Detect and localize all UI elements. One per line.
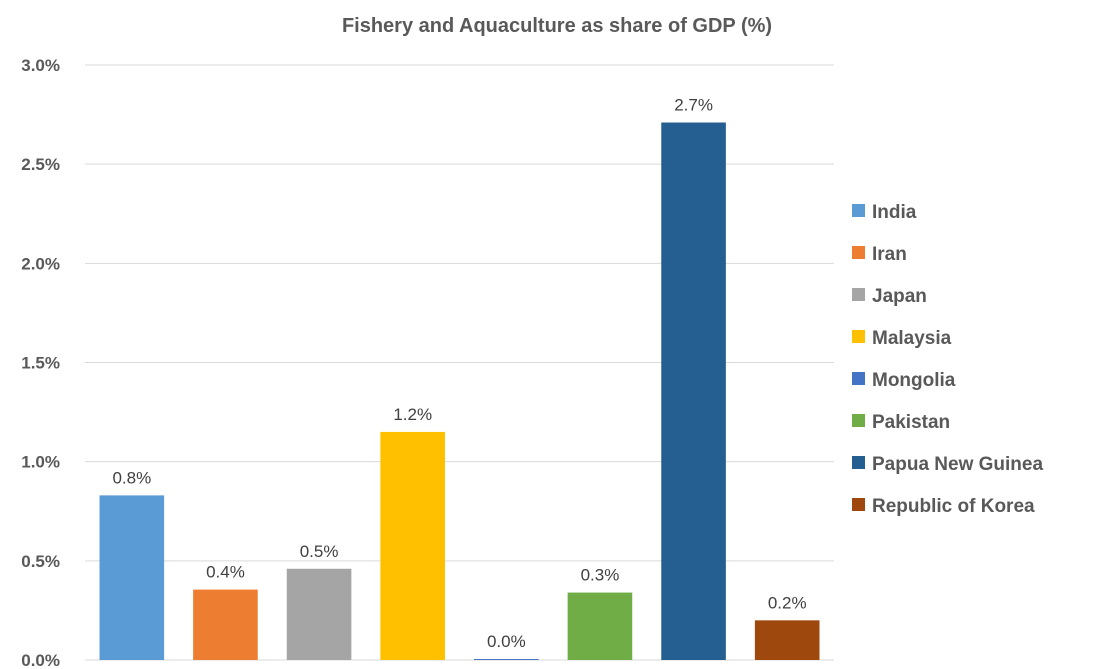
legend: India Iran Japan Malaysia Mongolia Pakistan Pa… bbox=[852, 202, 1043, 517]
legend-label: Republic of Korea bbox=[872, 496, 1035, 517]
data-label: 0.0% bbox=[487, 632, 526, 651]
legend-label: Malaysia bbox=[872, 328, 952, 349]
legend-label: India bbox=[872, 202, 917, 223]
bar-japan bbox=[286, 568, 352, 660]
bar-malaysia bbox=[380, 431, 445, 660]
data-label: 0.2% bbox=[768, 593, 807, 612]
data-label: 1.2% bbox=[393, 405, 432, 424]
data-label: 0.8% bbox=[112, 468, 151, 487]
y-tick-label: 0.5% bbox=[21, 552, 60, 571]
legend-swatch bbox=[852, 414, 865, 427]
legend-label: Iran bbox=[872, 244, 907, 265]
gridlines bbox=[85, 64, 834, 661]
bars bbox=[99, 122, 820, 661]
bar-papua-new-guinea bbox=[661, 122, 726, 661]
chart-title: Fishery and Aquaculture as share of GDP … bbox=[342, 15, 772, 37]
legend-label: Mongolia bbox=[872, 370, 956, 391]
legend-swatch bbox=[852, 288, 865, 301]
bar-pakistan bbox=[567, 592, 633, 660]
bar-india bbox=[99, 495, 165, 660]
y-tick-label: 2.5% bbox=[21, 155, 60, 174]
data-label: 0.3% bbox=[581, 566, 620, 585]
legend-swatch bbox=[852, 246, 865, 259]
y-tick-label: 2.0% bbox=[21, 254, 60, 273]
bar-republic-of-korea bbox=[754, 620, 820, 660]
legend-swatch bbox=[852, 204, 865, 217]
y-tick-label: 1.5% bbox=[21, 354, 60, 373]
data-label: 2.7% bbox=[674, 96, 713, 115]
legend-swatch bbox=[852, 456, 865, 469]
y-tick-label: 3.0% bbox=[21, 56, 60, 75]
data-label: 0.4% bbox=[206, 563, 245, 582]
legend-swatch bbox=[852, 372, 865, 385]
data-label: 0.5% bbox=[300, 542, 339, 561]
bar-iran bbox=[193, 589, 258, 660]
y-tick-label: 0.0% bbox=[21, 651, 60, 669]
legend-label: Japan bbox=[872, 286, 927, 307]
bar-mongolia bbox=[474, 659, 539, 660]
legend-swatch bbox=[852, 330, 865, 343]
legend-swatch bbox=[852, 498, 865, 511]
data-labels: 0.8% 0.4% 0.5% 1.2% 0.0% 0.3% 2.7% 0.2% bbox=[112, 96, 806, 651]
y-tick-label: 1.0% bbox=[21, 453, 60, 472]
legend-label: Papua New Guinea bbox=[872, 454, 1043, 475]
legend-label: Pakistan bbox=[872, 412, 950, 433]
y-axis-tick-labels: 0.0% 0.5% 1.0% 1.5% 2.0% 2.5% 3.0% bbox=[21, 56, 60, 669]
